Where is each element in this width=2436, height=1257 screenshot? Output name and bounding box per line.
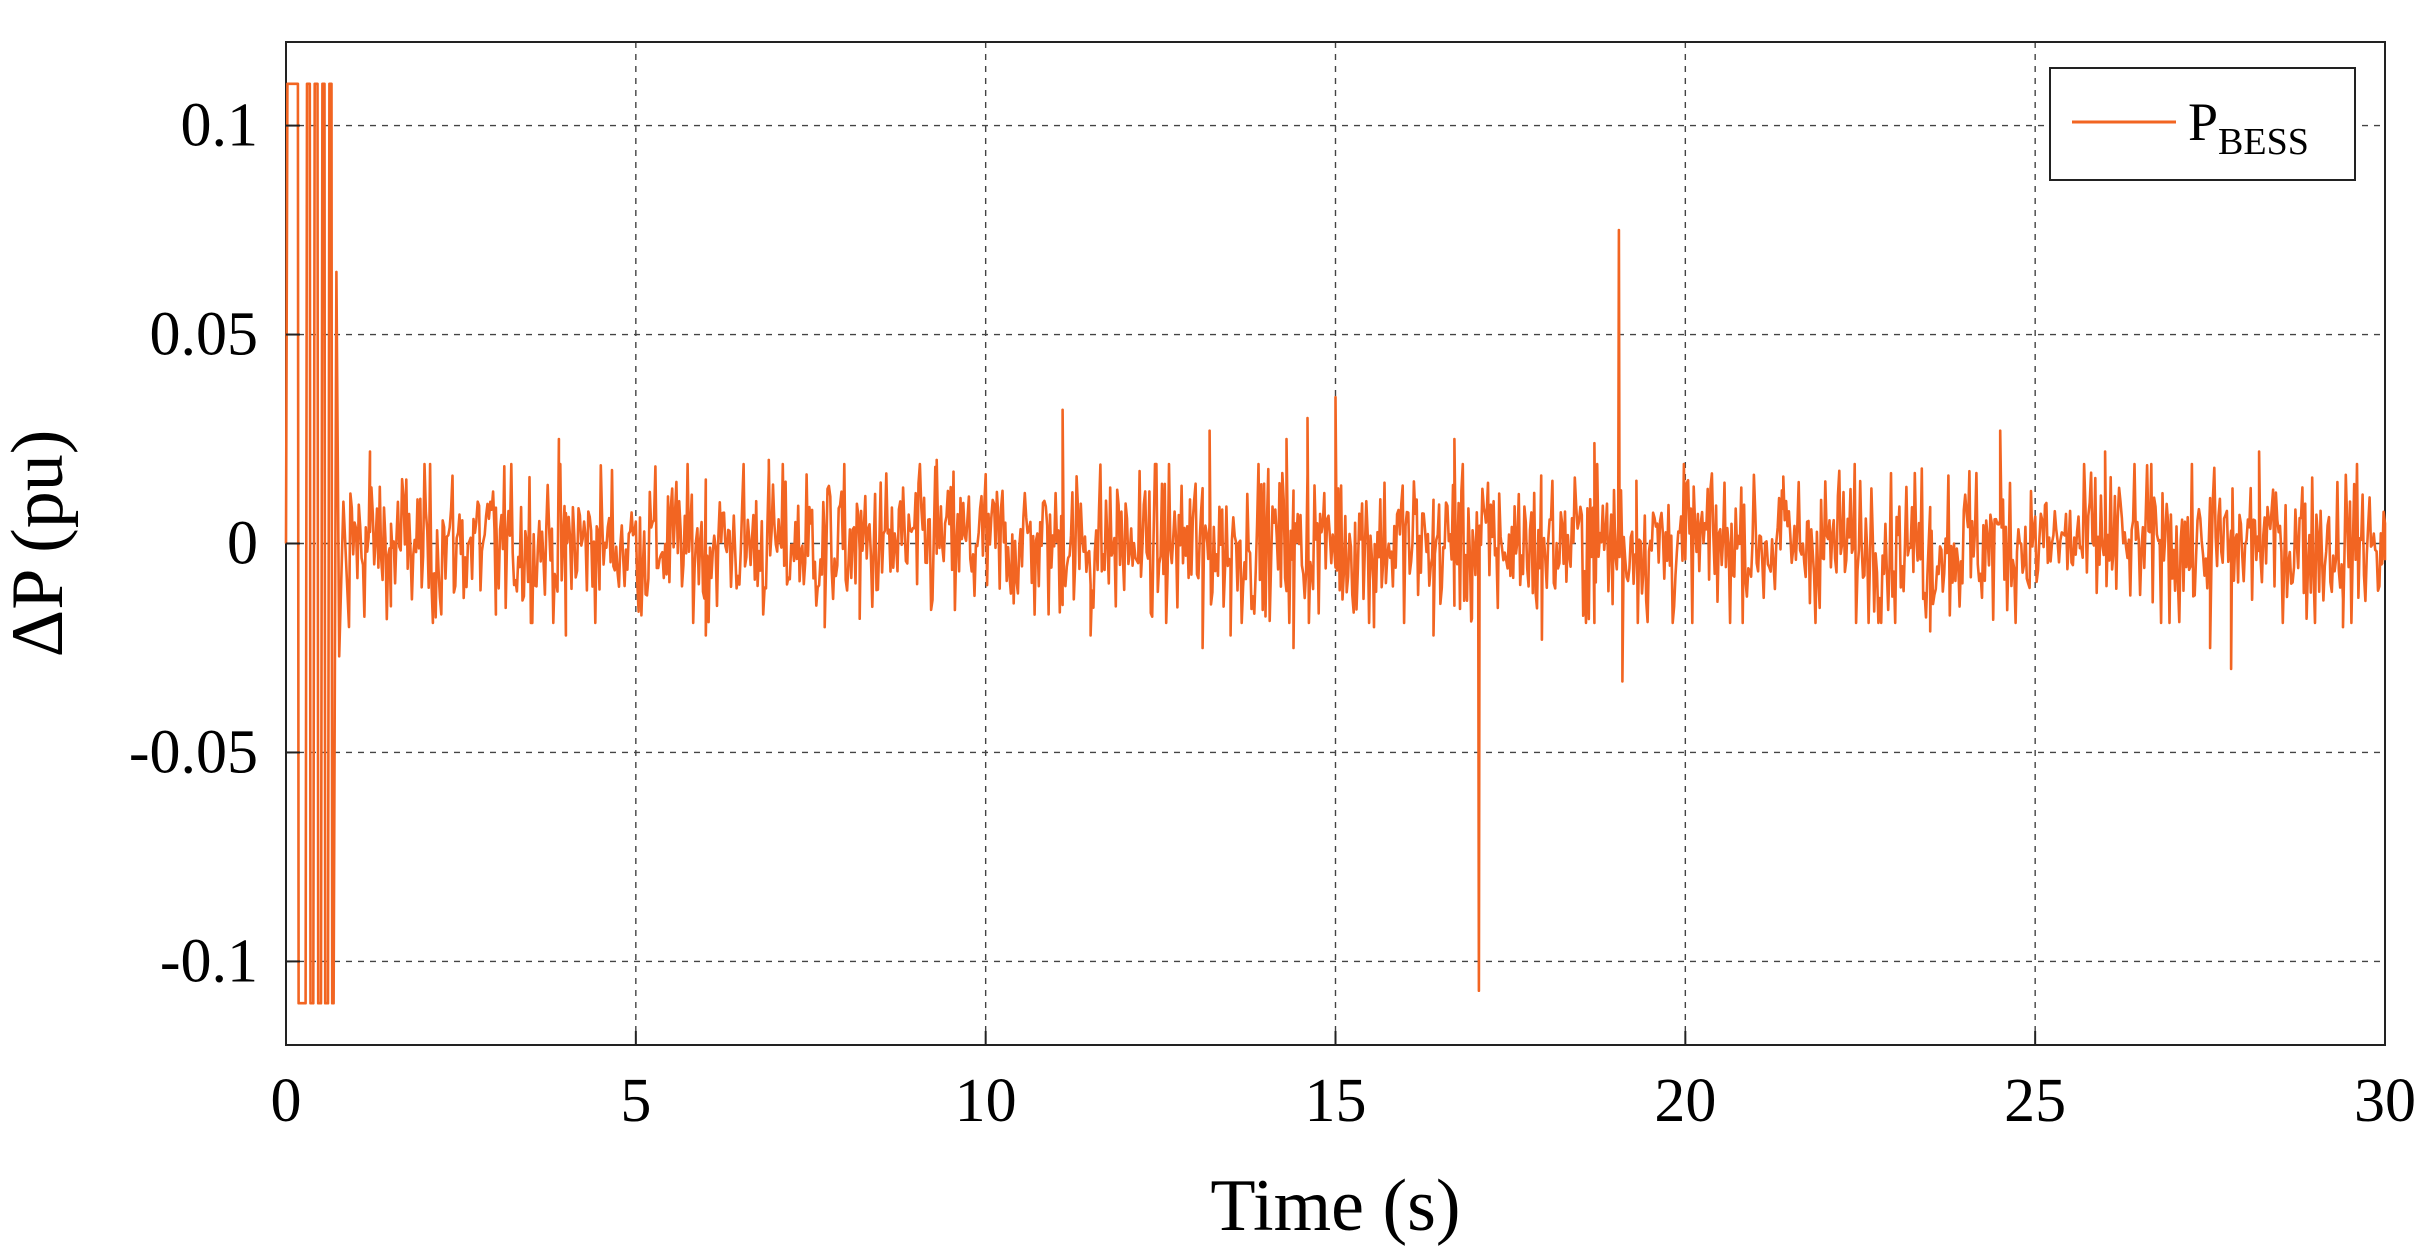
x-tick-label: 5 [620,1067,651,1135]
y-tick-label: -0.05 [129,718,258,786]
x-tick-label: 25 [2004,1067,2066,1135]
y-axis-label: ΔP (pu) [0,430,79,658]
series-line-p-bess [284,82,2387,1005]
x-tick-label: 10 [955,1067,1017,1135]
y-tick-label: 0.05 [150,301,259,369]
x-axis-label: Time (s) [1210,1165,1460,1247]
y-tick-label: -0.1 [160,927,258,995]
x-tick-label: 0 [271,1067,302,1135]
x-axis-ticks: 0 5 10 15 20 25 30 [271,1031,2416,1135]
x-tick-label: 30 [2354,1067,2416,1135]
y-axis-ticks: 0.1 0.05 0 -0.05 -0.1 [129,92,300,995]
y-tick-label: 0.1 [181,92,259,160]
x-tick-label: 20 [1654,1067,1716,1135]
y-tick-label: 0 [227,510,258,578]
x-tick-label: 15 [1305,1067,1367,1135]
legend: PBESS [2049,67,2356,181]
legend-box [2049,67,2356,181]
legend-label-p-bess: PBESS [2188,92,2309,163]
